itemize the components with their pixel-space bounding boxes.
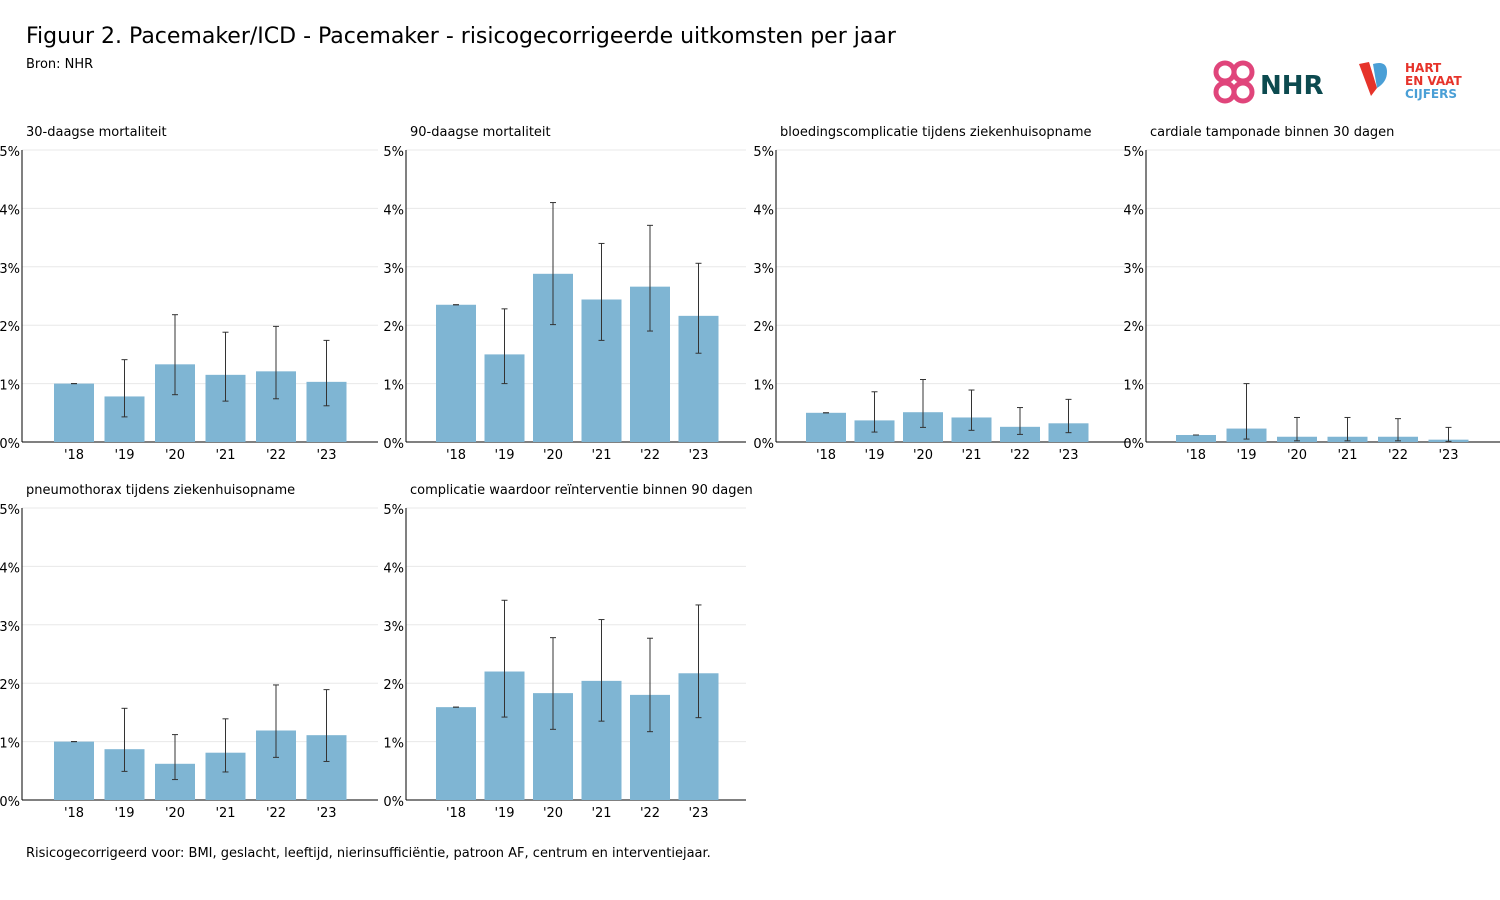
bar (436, 304, 476, 442)
x-tick-label: '22 (1010, 448, 1030, 463)
y-tick-label: 4% (383, 561, 404, 576)
y-tick-label: 5% (1123, 145, 1144, 160)
nhr-logo-text: NHR (1260, 71, 1324, 101)
y-tick-label: 1% (383, 379, 404, 394)
hartenvaat-drop-icon (1373, 63, 1387, 88)
x-tick-label: '23 (688, 448, 708, 463)
panel-title-6: complicatie waardoor reïnterventie binne… (410, 483, 753, 498)
x-tick-label: '21 (591, 448, 611, 463)
hartenvaat-heart-icon (1359, 62, 1377, 96)
x-tick-label: '20 (165, 806, 185, 821)
y-tick-label: 3% (0, 620, 20, 635)
y-tick-label: 0% (0, 795, 20, 810)
y-tick-label: 1% (383, 737, 404, 752)
x-tick-label: '23 (1438, 448, 1458, 463)
y-tick-label: 3% (753, 262, 774, 277)
x-tick-label: '23 (1058, 448, 1078, 463)
y-tick-label: 0% (0, 437, 20, 452)
panel-title-2: 90-daagse mortaliteit (410, 125, 551, 140)
y-tick-label: 0% (1123, 437, 1144, 452)
bar (436, 707, 476, 800)
x-tick-label: '21 (215, 448, 235, 463)
y-tick-label: 4% (0, 561, 20, 576)
x-tick-label: '21 (591, 806, 611, 821)
x-tick-label: '20 (1287, 448, 1307, 463)
x-tick-label: '19 (494, 448, 514, 463)
x-tick-label: '19 (494, 806, 514, 821)
y-tick-label: 4% (753, 203, 774, 218)
hartenvaat-line-1: HART (1405, 61, 1442, 75)
y-tick-label: 4% (383, 203, 404, 218)
panel-title-4: cardiale tamponade binnen 30 dagen (1150, 125, 1394, 140)
x-tick-label: '18 (64, 806, 84, 821)
y-tick-label: 4% (0, 203, 20, 218)
y-tick-label: 5% (0, 503, 20, 518)
x-tick-label: '23 (316, 448, 336, 463)
y-tick-label: 0% (383, 437, 404, 452)
y-tick-label: 1% (753, 379, 774, 394)
x-tick-label: '22 (640, 448, 660, 463)
x-tick-label: '21 (961, 448, 981, 463)
x-tick-label: '18 (1186, 448, 1206, 463)
footnote: Risicogecorrigeerd voor: BMI, geslacht, … (26, 846, 711, 861)
panel-title-5: pneumothorax tijdens ziekenhuisopname (26, 483, 295, 498)
x-tick-label: '19 (1236, 448, 1256, 463)
y-tick-label: 2% (1123, 320, 1144, 335)
x-tick-label: '20 (543, 806, 563, 821)
y-tick-label: 1% (0, 737, 20, 752)
panel-title-1: 30-daagse mortaliteit (26, 125, 167, 140)
x-tick-label: '18 (446, 448, 466, 463)
bar (1176, 434, 1216, 442)
y-tick-label: 3% (1123, 262, 1144, 277)
x-tick-label: '22 (1388, 448, 1408, 463)
x-tick-label: '21 (215, 806, 235, 821)
figure-title: Figuur 2. Pacemaker/ICD - Pacemaker - ri… (26, 24, 896, 49)
hartenvaat-line-2: EN VAAT (1405, 74, 1463, 88)
source-label: Bron: NHR (26, 57, 94, 72)
panel-title-3: bloedingscomplicatie tijdens ziekenhuiso… (780, 125, 1092, 140)
y-tick-label: 3% (383, 262, 404, 277)
x-tick-label: '20 (165, 448, 185, 463)
y-tick-label: 5% (383, 145, 404, 160)
y-tick-label: 4% (1123, 203, 1144, 218)
x-tick-label: '22 (640, 806, 660, 821)
y-tick-label: 0% (753, 437, 774, 452)
y-tick-label: 2% (753, 320, 774, 335)
y-tick-label: 1% (0, 379, 20, 394)
x-tick-label: '18 (446, 806, 466, 821)
y-tick-label: 3% (0, 262, 20, 277)
y-tick-label: 5% (383, 503, 404, 518)
hartenvaat-line-3: CIJFERS (1405, 87, 1457, 101)
y-tick-label: 2% (383, 320, 404, 335)
y-tick-label: 5% (753, 145, 774, 160)
x-tick-label: '20 (543, 448, 563, 463)
bar (54, 383, 94, 442)
y-tick-label: 1% (1123, 379, 1144, 394)
x-tick-label: '22 (266, 806, 286, 821)
x-tick-label: '19 (114, 448, 134, 463)
x-tick-label: '20 (913, 448, 933, 463)
y-tick-label: 2% (383, 678, 404, 693)
x-tick-label: '18 (816, 448, 836, 463)
hartenvaat-logo: HART EN VAAT CIJFERS (1359, 61, 1463, 101)
nhr-cross-icon (1213, 60, 1255, 104)
bar (806, 412, 846, 442)
x-tick-label: '18 (64, 448, 84, 463)
x-tick-label: '22 (266, 448, 286, 463)
x-tick-label: '23 (316, 806, 336, 821)
x-tick-label: '19 (114, 806, 134, 821)
nhr-logo: NHR (1213, 60, 1324, 104)
bar (54, 741, 94, 800)
x-tick-label: '21 (1337, 448, 1357, 463)
y-tick-label: 2% (0, 678, 20, 693)
y-tick-label: 5% (0, 145, 20, 160)
y-tick-label: 0% (383, 795, 404, 810)
y-tick-label: 3% (383, 620, 404, 635)
y-tick-label: 2% (0, 320, 20, 335)
x-tick-label: '19 (864, 448, 884, 463)
x-tick-label: '23 (688, 806, 708, 821)
